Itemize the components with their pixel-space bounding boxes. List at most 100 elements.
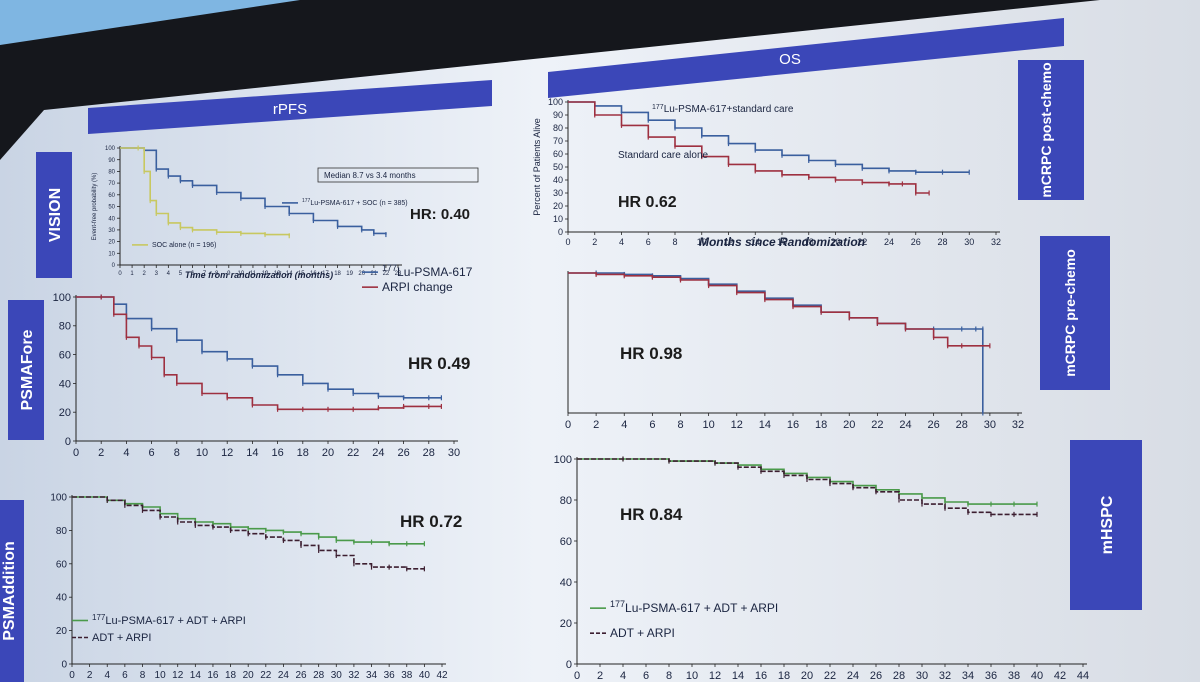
x-tick-label: 4	[104, 670, 110, 681]
legend-label: 177Lu-PSMA-617+standard care	[652, 104, 794, 116]
x-tick-label: 22	[824, 670, 836, 682]
x-tick-label: 6	[643, 670, 649, 682]
y-tick-label: 0	[65, 436, 71, 448]
y-tick-label: 20	[59, 407, 71, 419]
x-tick-label: 12	[172, 670, 184, 681]
y-tick-label: 60	[553, 149, 563, 159]
y-tick-label: 60	[56, 559, 68, 570]
x-tick-label: 8	[677, 419, 683, 431]
side-label-mhspc: mHSPC	[1070, 440, 1142, 610]
x-tick-label: 4	[167, 271, 171, 277]
os-banner	[548, 18, 1064, 98]
legend-label: Standard care alone	[618, 150, 709, 161]
x-tick-label: 38	[1008, 670, 1020, 682]
x-tick-label: 44	[1077, 670, 1089, 682]
chart-vision-os: 0 2 4 6 8 10 12 14 16 18 20 22 24 26 28 30 3201020304050…	[532, 97, 1001, 249]
legend-label: ARPI change	[382, 280, 453, 294]
x-tick-label: 6	[649, 419, 655, 431]
x-tick-label: 38	[401, 670, 413, 681]
x-tick-label: 30	[984, 419, 996, 431]
x-tick-label: 10	[686, 670, 698, 682]
y-tick-label: 10	[553, 214, 563, 224]
x-tick-label: 2	[143, 271, 147, 277]
x-tick-label: 0	[118, 271, 122, 277]
x-tick-label: 18	[297, 447, 309, 459]
x-tick-label: 24	[372, 447, 384, 459]
x-tick-label: 23	[395, 271, 402, 277]
x-tick-label: 15	[298, 271, 305, 277]
side-label-post-chemo-text: mCRPC post-chemo	[1038, 62, 1054, 197]
x-tick-label: 22	[347, 447, 359, 459]
x-tick-label: 34	[366, 670, 378, 681]
rpfs-header: rPFS	[88, 80, 492, 134]
legend-label: ADT + ARPI	[92, 632, 151, 644]
chart-psmafore-rpfs: 0 2 4 6 8 10 12 14 16 18 20 22 24 26 28 300204060801001…	[53, 263, 473, 459]
hazard-ratio: HR: 0.40	[410, 206, 470, 223]
x-tick-label: 20	[243, 670, 255, 681]
x-tick-label: 14	[246, 447, 258, 459]
x-tick-label: 5	[179, 271, 183, 277]
x-tick-label: 26	[295, 670, 307, 681]
y-tick-label: 90	[553, 110, 563, 120]
x-tick-label: 18	[334, 271, 341, 277]
x-tick-label: 24	[899, 419, 911, 431]
row-label-vision: VISION	[36, 152, 72, 278]
side-label-mhspc-text: mHSPC	[1099, 495, 1116, 554]
x-tick-label: 34	[962, 670, 974, 682]
x-tick-label: 40	[419, 670, 431, 681]
y-tick-label: 100	[548, 97, 563, 107]
x-tick-label: 8	[174, 447, 180, 459]
x-tick-label: 40	[1031, 670, 1043, 682]
x-tick-label: 6	[191, 271, 195, 277]
y-tick-label: 40	[560, 577, 572, 589]
y-axis-label: Event-free probability (%)	[92, 173, 98, 241]
y-tick-label: 80	[108, 170, 115, 176]
y-tick-label: 70	[553, 136, 563, 146]
x-tick-label: 26	[911, 237, 921, 247]
x-tick-label: 32	[348, 670, 360, 681]
x-tick-label: 8	[666, 670, 672, 682]
x-tick-label: 28	[313, 670, 325, 681]
y-tick-label: 20	[553, 201, 563, 211]
row-label-psmaddition: PSMAddition	[0, 500, 24, 682]
x-tick-label: 11	[250, 271, 257, 277]
x-tick-label: 22	[260, 670, 272, 681]
y-tick-label: 20	[108, 240, 115, 246]
row-label-psmaddition-text: PSMAddition	[1, 541, 18, 641]
legend-label: 177Lu-PSMA-617 + ADT + ARPI	[92, 613, 246, 628]
x-tick-label: 21	[370, 271, 377, 277]
y-tick-label: 60	[560, 536, 572, 548]
y-tick-label: 10	[108, 251, 115, 257]
x-tick-label: 12	[221, 447, 233, 459]
y-tick-label: 90	[108, 158, 115, 164]
y-tick-label: 20	[56, 626, 68, 637]
y-tick-label: 20	[560, 618, 572, 630]
chart-psmaddition-rpfs: 0 2 4 6 8 10 12 14 16 18 20 22 24 26 28 30 32 34 36 38 40 420…	[50, 493, 462, 682]
y-tick-label: 50	[553, 162, 563, 172]
hazard-ratio: HR 0.62	[618, 194, 677, 211]
side-label-post-chemo: mCRPC post-chemo	[1018, 60, 1084, 200]
x-tick-label: 18	[778, 670, 790, 682]
x-tick-label: 13	[274, 271, 281, 277]
x-tick-label: 32	[991, 237, 1001, 247]
median-text: Median 8.7 vs 3.4 months	[324, 171, 416, 180]
x-tick-label: 1	[130, 271, 134, 277]
y-tick-label: 30	[108, 228, 115, 234]
legend-label: SOC alone (n = 196)	[152, 242, 216, 249]
y-tick-label: 0	[558, 227, 563, 237]
x-tick-label: 32	[939, 670, 951, 682]
x-tick-label: 24	[847, 670, 859, 682]
x-tick-label: 16	[271, 447, 283, 459]
x-tick-label: 24	[278, 670, 290, 681]
y-tick-label: 80	[59, 321, 71, 333]
x-tick-label: 10	[155, 670, 167, 681]
y-tick-label: 0	[566, 659, 572, 671]
x-tick-label: 2	[98, 447, 104, 459]
x-tick-label: 0	[565, 237, 570, 247]
median-box	[317, 167, 479, 183]
x-tick-label: 12	[709, 670, 721, 682]
x-tick-label: 4	[621, 419, 627, 431]
x-tick-label: 12	[731, 419, 743, 431]
chart-psmaddition-os: 0 2 4 6 8 10 12 14 16 18 20 22 24 26 28 30 32 34 36 38 40 42 4…	[554, 454, 1089, 682]
